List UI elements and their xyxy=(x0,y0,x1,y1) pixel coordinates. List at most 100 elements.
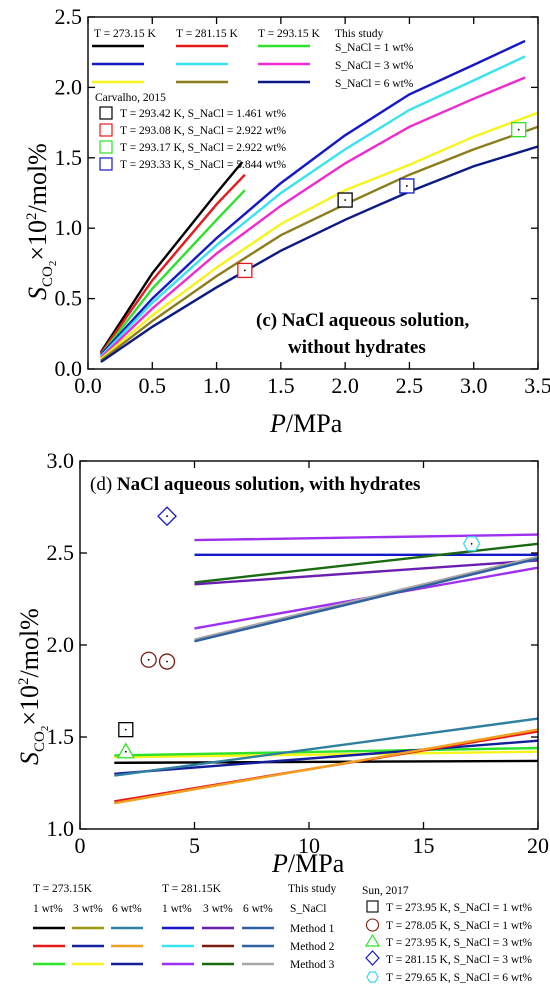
chart-d-x-tick-label: 10 xyxy=(298,833,320,858)
chart-d-series-line xyxy=(114,739,539,775)
chart-d-legend-method: Method 2 xyxy=(290,941,335,953)
chart-d-series-line xyxy=(194,542,539,584)
chart-d-series-line xyxy=(194,559,539,586)
chart-d-legend-wt: 6 wt% xyxy=(112,903,142,915)
chart-c-series-line xyxy=(99,161,244,353)
chart-d-x-tick-label: 15 xyxy=(413,833,435,858)
chart-c-series-group xyxy=(99,39,539,363)
chart-c-y-tick-label: 2.0 xyxy=(55,74,83,99)
chart-c-legend-header-t2: T = 281.15 K xyxy=(176,28,239,40)
chart-c-legend-header-study: This study xyxy=(335,28,383,40)
chart-d-legend-method: Method 3 xyxy=(290,959,335,971)
chart-d-points-group xyxy=(116,506,481,759)
chart-d-legend-point-label: T = 278.05 K, S_NaCl = 1 wt% xyxy=(386,920,532,932)
chart-c-y-axis-label: SCO2×102/mol% xyxy=(23,143,59,300)
chart-c-y-tick-label: 1.0 xyxy=(55,215,83,240)
chart-c-points-group xyxy=(237,121,527,279)
chart-d-series-line xyxy=(194,557,539,643)
chart-c-x-tick-label: 3.5 xyxy=(524,373,550,398)
chart-d-x-axis-label: P/MPa xyxy=(271,849,345,878)
chart-c-legend-point-label: T = 293.17 K, S_NaCl = 2.922 wt% xyxy=(120,142,287,154)
chart-d-legend-marker-circle xyxy=(365,918,380,932)
chart-d-annotation: (d) NaCl aqueous solution, with hydrates xyxy=(90,474,420,495)
chart-c-x-axis-label: P/MPa xyxy=(269,409,343,438)
chart-d-legend-point-label: T = 273.95 K, S_NaCl = 3 wt% xyxy=(386,937,532,949)
chart-d-legend-point-label: T = 273.95 K, S_NaCl = 1 wt% xyxy=(386,902,532,914)
chart-c-data-point-dot xyxy=(344,199,347,201)
chart-c-legend-point-label: T = 293.42 K, S_NaCl = 1.461 wt% xyxy=(120,108,287,120)
chart-d-series-line xyxy=(194,555,539,641)
chart-c-y-tick-label: 0.0 xyxy=(55,356,83,381)
chart-d-y-tick-label: 1.5 xyxy=(47,724,75,749)
chart-d-legend-snacl: S_NaCl xyxy=(290,903,326,915)
chart-c-x-tick-label: 0.0 xyxy=(74,373,102,398)
chart-c-annotation-line1: (c) NaCl aqueous solution, xyxy=(256,310,469,331)
chart-d-data-point-dot xyxy=(147,658,150,661)
chart-c-legend: T = 273.15 K T = 281.15 K T = 293.15 K T… xyxy=(92,28,414,171)
chart-d-plot-frame xyxy=(79,460,539,830)
chart-c-x-tick-label: 3.0 xyxy=(460,373,488,398)
chart-c-series-line xyxy=(99,173,246,355)
chart-c-series-line xyxy=(100,55,526,358)
chart-d-legend-marker-triangle xyxy=(364,933,381,947)
chart-c-series-line xyxy=(100,39,526,356)
chart-c-series-line xyxy=(100,76,526,359)
chart-d-legend-t2: T = 281.15K xyxy=(162,883,222,895)
chart-d-series-line xyxy=(114,759,539,764)
chart-c-data-point-dot xyxy=(405,185,408,187)
chart-d-legend-t1: T = 273.15K xyxy=(33,883,93,895)
chart-c-x-tick-label: 2.0 xyxy=(331,373,359,398)
chart-c-legend-marker xyxy=(99,157,113,171)
chart-d-legend-swatches xyxy=(33,926,274,966)
chart-d-legend-marker-square xyxy=(366,900,379,913)
chart-c-x-tick-label: 1.5 xyxy=(267,373,295,398)
chart-d-data-point-dot xyxy=(124,728,127,731)
chart-c-legend-marker xyxy=(99,106,113,120)
chart-c-series-line xyxy=(100,111,539,361)
chart-d-data-point-dot xyxy=(166,660,168,663)
chart-d-legend-wt: 1 wt% xyxy=(33,903,63,915)
chart-d-series-line xyxy=(114,728,539,805)
chart-c-legend-condition: S_NaCl = 6 wt% xyxy=(335,78,414,90)
chart-d-x-tick-label: 0 xyxy=(75,833,86,858)
chart-d-data-point-dot xyxy=(166,515,168,518)
chart-c: 0.0 0.5 1.0 1.5 2.0 2.5 3.0 3.5 0.0 0.5 1.0 1.5 2.0 2… xyxy=(23,4,550,438)
chart-c-data-point-dot xyxy=(517,128,520,131)
chart-d-y-tick-label: 1.0 xyxy=(47,816,75,841)
chart-c-plot-frame xyxy=(87,16,539,370)
chart-d: 0 5 10 15 20 1.0 1.5 2.0 2.5 3.0 (d) NaCl aqueous… xyxy=(15,448,549,984)
chart-d-y-tick-label: 2.0 xyxy=(47,632,75,657)
chart-c-series-line xyxy=(99,189,246,356)
chart-d-data-point-dot xyxy=(124,750,127,753)
chart-d-series-group xyxy=(114,533,539,805)
chart-d-legend-wt: 1 wt% xyxy=(162,903,192,915)
chart-d-legend-wt: 3 wt% xyxy=(73,903,103,915)
chart-d-y-tick-label: 3.0 xyxy=(47,448,75,473)
chart-c-y-tick-label: 0.5 xyxy=(55,286,83,311)
chart-d-legend-method: Method 1 xyxy=(290,923,335,935)
chart-c-legend-condition: S_NaCl = 3 wt% xyxy=(335,60,414,72)
chart-c-legend-header-t1: T = 273.15 K xyxy=(94,28,157,40)
chart-d-legend-marker-hexagon xyxy=(366,971,379,983)
chart-d-x-tick-label: 20 xyxy=(527,833,549,858)
chart-d-data-point-dot xyxy=(470,542,473,545)
chart-d-series-line xyxy=(194,533,539,542)
chart-d-legend-wt: 3 wt% xyxy=(203,903,233,915)
chart-c-legend-marker xyxy=(99,123,113,137)
chart-c-y-tick-label: 1.5 xyxy=(55,145,83,170)
chart-d-series-line xyxy=(114,717,539,777)
chart-c-legend-source: Carvalho, 2015 xyxy=(95,92,166,104)
chart-d-series-line xyxy=(114,746,539,757)
chart-c-x-tick-label: 0.5 xyxy=(139,373,167,398)
chart-d-series-line xyxy=(114,750,539,759)
chart-d-legend-point-label: T = 281.15 K, S_NaCl = 3 wt% xyxy=(386,954,532,966)
chart-c-legend-header-t3: T = 293.15 K xyxy=(258,28,321,40)
chart-d-data-point-triangle xyxy=(116,742,135,759)
chart-d-legend-point-label: T = 279.65 K, S_NaCl = 6 wt% xyxy=(386,972,532,984)
chart-c-x-tick-label: 1.0 xyxy=(203,373,231,398)
chart-d-legend-study: This study xyxy=(288,883,336,895)
chart-d-ticks-group: 0 5 10 15 20 1.0 1.5 2.0 2.5 3.0 xyxy=(47,448,550,858)
chart-c-data-point-dot xyxy=(243,269,246,272)
chart-c-legend-condition: S_NaCl = 1 wt% xyxy=(335,42,414,54)
